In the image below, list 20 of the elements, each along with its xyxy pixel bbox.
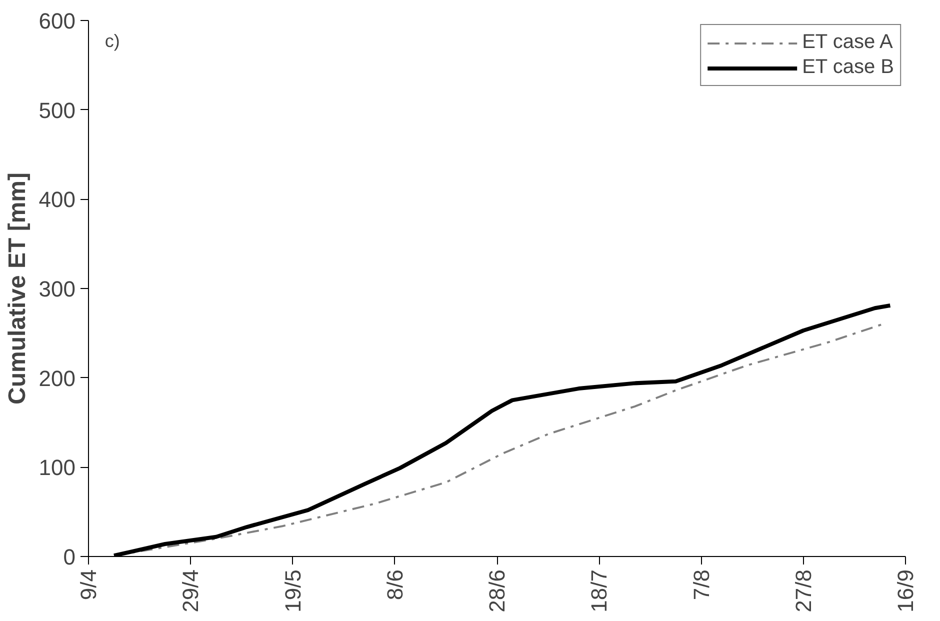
annotation: c) bbox=[104, 31, 120, 52]
x-tick-label: 18/7 bbox=[586, 569, 612, 612]
y-axis-title: Cumulative ET [mm] bbox=[4, 172, 31, 405]
y-tick-label: 0 bbox=[63, 544, 76, 570]
x-tick-label: 28/6 bbox=[484, 569, 510, 612]
y-tick-label: 300 bbox=[38, 276, 76, 302]
x-tick-label: 7/8 bbox=[688, 569, 714, 600]
y-tick-label: 600 bbox=[38, 8, 76, 34]
x-tick-label: 27/8 bbox=[790, 569, 816, 612]
y-tick-label: 100 bbox=[38, 455, 76, 480]
x-tick-label: 8/6 bbox=[382, 569, 408, 600]
legend-label: ET case A bbox=[802, 31, 893, 54]
y-tick-label: 400 bbox=[38, 187, 76, 212]
x-tick-label: 29/4 bbox=[178, 569, 204, 612]
legend-label: ET case B bbox=[802, 56, 894, 79]
x-tick-label: 19/5 bbox=[280, 569, 306, 612]
y-tick-label: 500 bbox=[38, 98, 76, 123]
x-tick-label: 9/4 bbox=[76, 569, 101, 600]
y-tick-label: 200 bbox=[38, 366, 76, 391]
x-tick-label: 16/9 bbox=[893, 569, 918, 612]
